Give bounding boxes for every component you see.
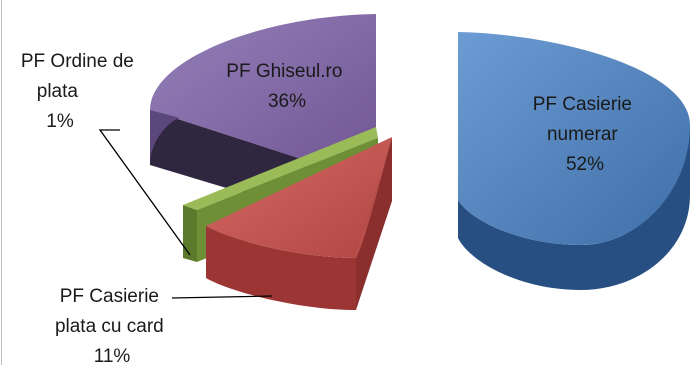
slice-numerar [458,32,690,290]
leader-line-ordine [98,129,191,256]
label-numerar: PF Casierie numerar 52% [533,94,638,175]
label-ordine: PF Ordine de plata 1% [21,51,139,132]
label-card: PF Casierie plata cu card 11% [55,286,169,365]
leader-line-card [171,295,273,299]
slice-card [206,137,392,310]
label-ghiseul: PF Ghiseul.ro 36% [226,61,347,112]
chart-frame-border [1,0,2,365]
